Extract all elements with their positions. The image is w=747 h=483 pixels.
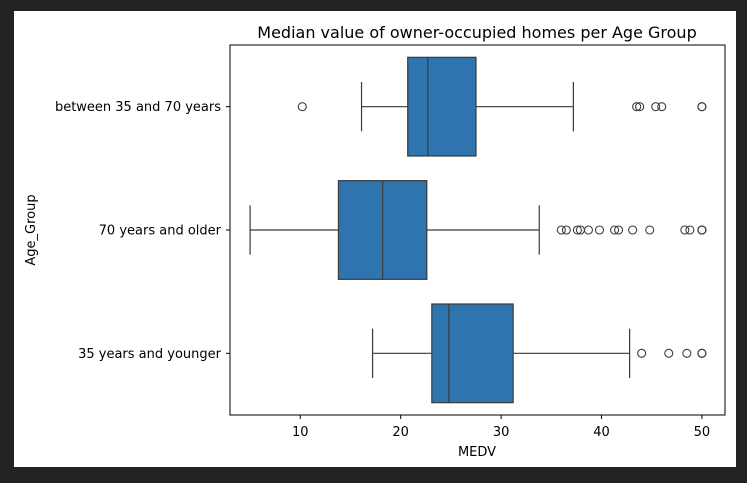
- figure: Median value of owner-occupied homes per…: [14, 11, 736, 467]
- outlier-point: [561, 225, 571, 235]
- outlier-point: [697, 102, 707, 112]
- outlier-point: [594, 225, 605, 235]
- y-tick-label: between 35 and 70 years: [55, 100, 221, 115]
- x-tick-label: 10: [292, 425, 309, 440]
- outlier-point: [583, 225, 593, 235]
- outlier-point: [297, 102, 307, 112]
- x-tick-label: 40: [593, 425, 610, 440]
- outlier-point: [632, 102, 642, 112]
- outlier-point: [651, 102, 661, 112]
- outlier-point: [610, 225, 620, 235]
- outlier-point: [614, 225, 624, 235]
- x-tick-label: 50: [694, 425, 711, 440]
- outlier-point: [685, 225, 695, 235]
- box-group: [371, 303, 707, 404]
- box-group: [249, 180, 707, 280]
- outlier-point: [628, 225, 638, 235]
- outlier-point: [572, 225, 582, 235]
- y-tick-label: 70 years and older: [99, 224, 222, 239]
- x-tick-label: 20: [392, 425, 409, 440]
- x-tick-label: 30: [493, 425, 510, 440]
- outlier-point: [680, 225, 690, 235]
- outlier-point: [635, 102, 645, 112]
- outlier-point: [664, 348, 674, 358]
- iqr-box: [407, 56, 477, 157]
- outlier-point: [682, 348, 692, 358]
- y-axis-label: Age_Group: [24, 194, 39, 265]
- box-group: [297, 56, 707, 157]
- outlier-point: [637, 348, 647, 358]
- outlier-point: [697, 225, 707, 235]
- outlier-point: [645, 225, 655, 235]
- outlier-point: [657, 102, 667, 112]
- outlier-point: [556, 225, 566, 235]
- boxplot-chart: Median value of owner-occupied homes per…: [24, 23, 726, 460]
- chart-title: Median value of owner-occupied homes per…: [257, 23, 696, 42]
- iqr-box: [431, 303, 514, 404]
- x-axis-label: MEDV: [458, 445, 496, 460]
- y-tick-label: 35 years and younger: [78, 347, 222, 362]
- outlier-point: [697, 348, 707, 358]
